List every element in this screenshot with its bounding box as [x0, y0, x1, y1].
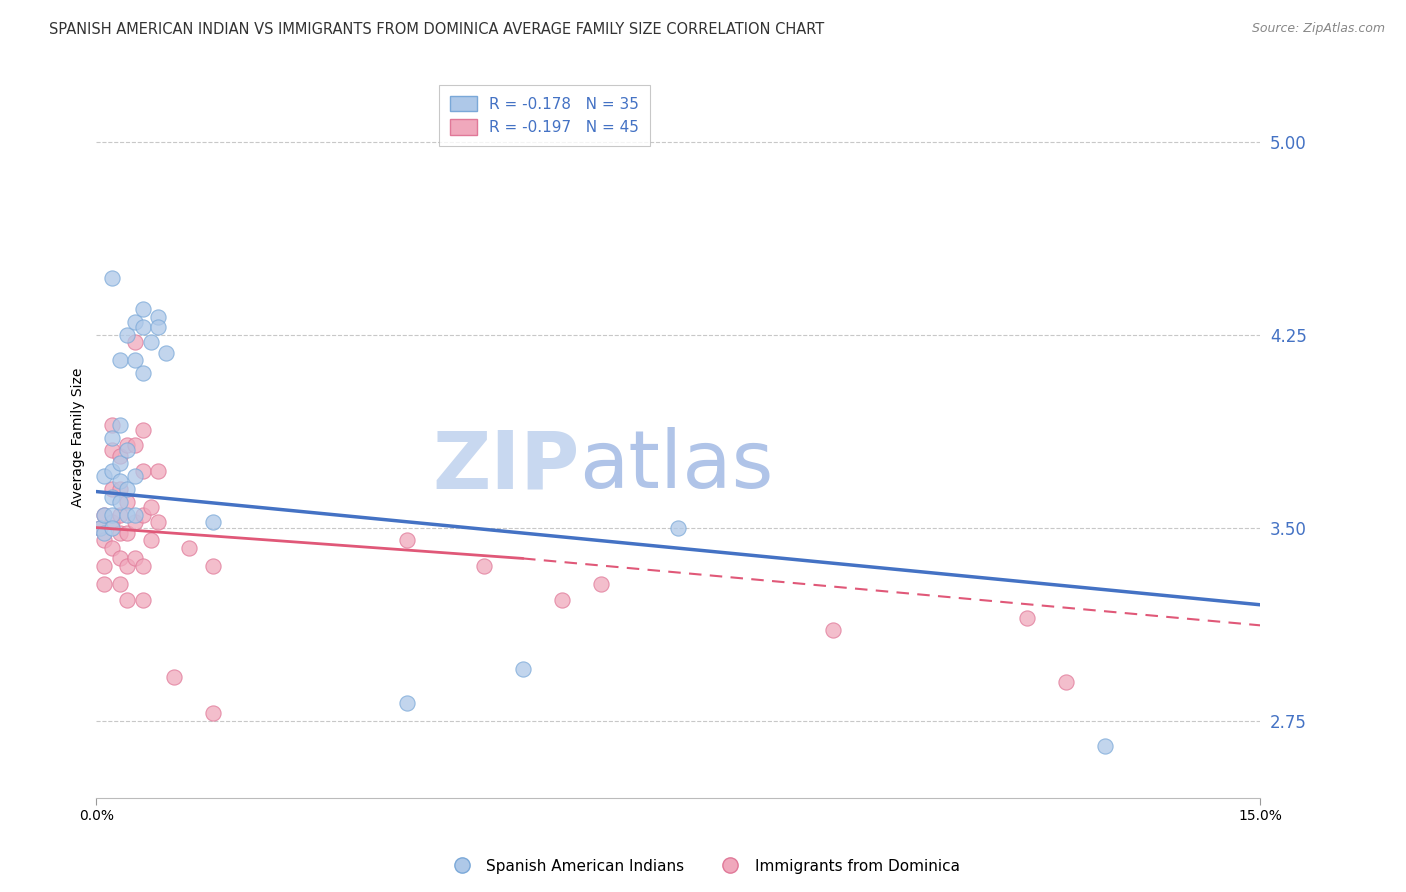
Point: [395, 533, 418, 548]
Point: [201, 516, 224, 530]
Point: [108, 551, 131, 566]
Point: [108, 577, 131, 591]
Point: [101, 541, 124, 556]
Point: [93, 469, 115, 483]
Point: [132, 508, 155, 522]
Point: [117, 525, 139, 540]
Point: [108, 449, 131, 463]
Point: [132, 464, 155, 478]
Point: [117, 438, 139, 452]
Point: [108, 525, 131, 540]
Point: [179, 541, 201, 556]
Point: [132, 559, 155, 574]
Text: SPANISH AMERICAN INDIAN VS IMMIGRANTS FROM DOMINICA AVERAGE FAMILY SIZE CORRELAT: SPANISH AMERICAN INDIAN VS IMMIGRANTS FR…: [49, 22, 824, 37]
Point: [148, 516, 170, 530]
Text: atlas: atlas: [579, 427, 773, 506]
Point: [589, 577, 612, 591]
Point: [93, 508, 115, 522]
Point: [139, 533, 162, 548]
Point: [108, 495, 131, 509]
Point: [201, 559, 224, 574]
Point: [148, 464, 170, 478]
Point: [512, 662, 534, 676]
Point: [117, 508, 139, 522]
Point: [155, 345, 177, 359]
Point: [124, 516, 146, 530]
Point: [132, 320, 155, 334]
Point: [117, 443, 139, 458]
Point: [108, 475, 131, 489]
Point: [124, 353, 146, 368]
Point: [148, 310, 170, 324]
Point: [89, 520, 111, 534]
Point: [93, 525, 115, 540]
Point: [148, 320, 170, 334]
Point: [124, 508, 146, 522]
Point: [132, 423, 155, 437]
Point: [163, 670, 186, 684]
Point: [108, 482, 131, 496]
Point: [201, 706, 224, 720]
Point: [93, 533, 115, 548]
Point: [1017, 610, 1039, 624]
Point: [139, 500, 162, 514]
Point: [108, 417, 131, 432]
Point: [101, 431, 124, 445]
Point: [101, 417, 124, 432]
Point: [124, 315, 146, 329]
Point: [1054, 674, 1077, 689]
Point: [117, 495, 139, 509]
Legend: Spanish American Indians, Immigrants from Dominica: Spanish American Indians, Immigrants fro…: [440, 853, 966, 880]
Point: [108, 353, 131, 368]
Point: [472, 559, 495, 574]
Point: [93, 508, 115, 522]
Point: [101, 443, 124, 458]
Point: [551, 592, 574, 607]
Point: [823, 624, 845, 638]
Point: [93, 577, 115, 591]
Point: [117, 592, 139, 607]
Point: [108, 508, 131, 522]
Point: [139, 335, 162, 350]
Point: [117, 482, 139, 496]
Point: [132, 592, 155, 607]
Point: [124, 551, 146, 566]
Point: [108, 456, 131, 470]
Point: [124, 438, 146, 452]
Text: ZIP: ZIP: [432, 427, 579, 506]
Point: [395, 696, 418, 710]
Point: [666, 520, 689, 534]
Point: [1094, 739, 1116, 754]
Point: [101, 520, 124, 534]
Point: [124, 469, 146, 483]
Point: [132, 366, 155, 380]
Point: [93, 559, 115, 574]
Point: [117, 327, 139, 342]
Point: [101, 482, 124, 496]
Point: [101, 508, 124, 522]
Point: [124, 335, 146, 350]
Point: [101, 516, 124, 530]
Point: [132, 301, 155, 316]
Y-axis label: Average Family Size: Average Family Size: [72, 368, 86, 508]
Point: [101, 271, 124, 285]
Point: [101, 490, 124, 504]
Text: Source: ZipAtlas.com: Source: ZipAtlas.com: [1251, 22, 1385, 36]
Point: [89, 520, 111, 534]
Legend: R = -0.178   N = 35, R = -0.197   N = 45: R = -0.178 N = 35, R = -0.197 N = 45: [439, 85, 650, 146]
Point: [101, 464, 124, 478]
Point: [117, 559, 139, 574]
